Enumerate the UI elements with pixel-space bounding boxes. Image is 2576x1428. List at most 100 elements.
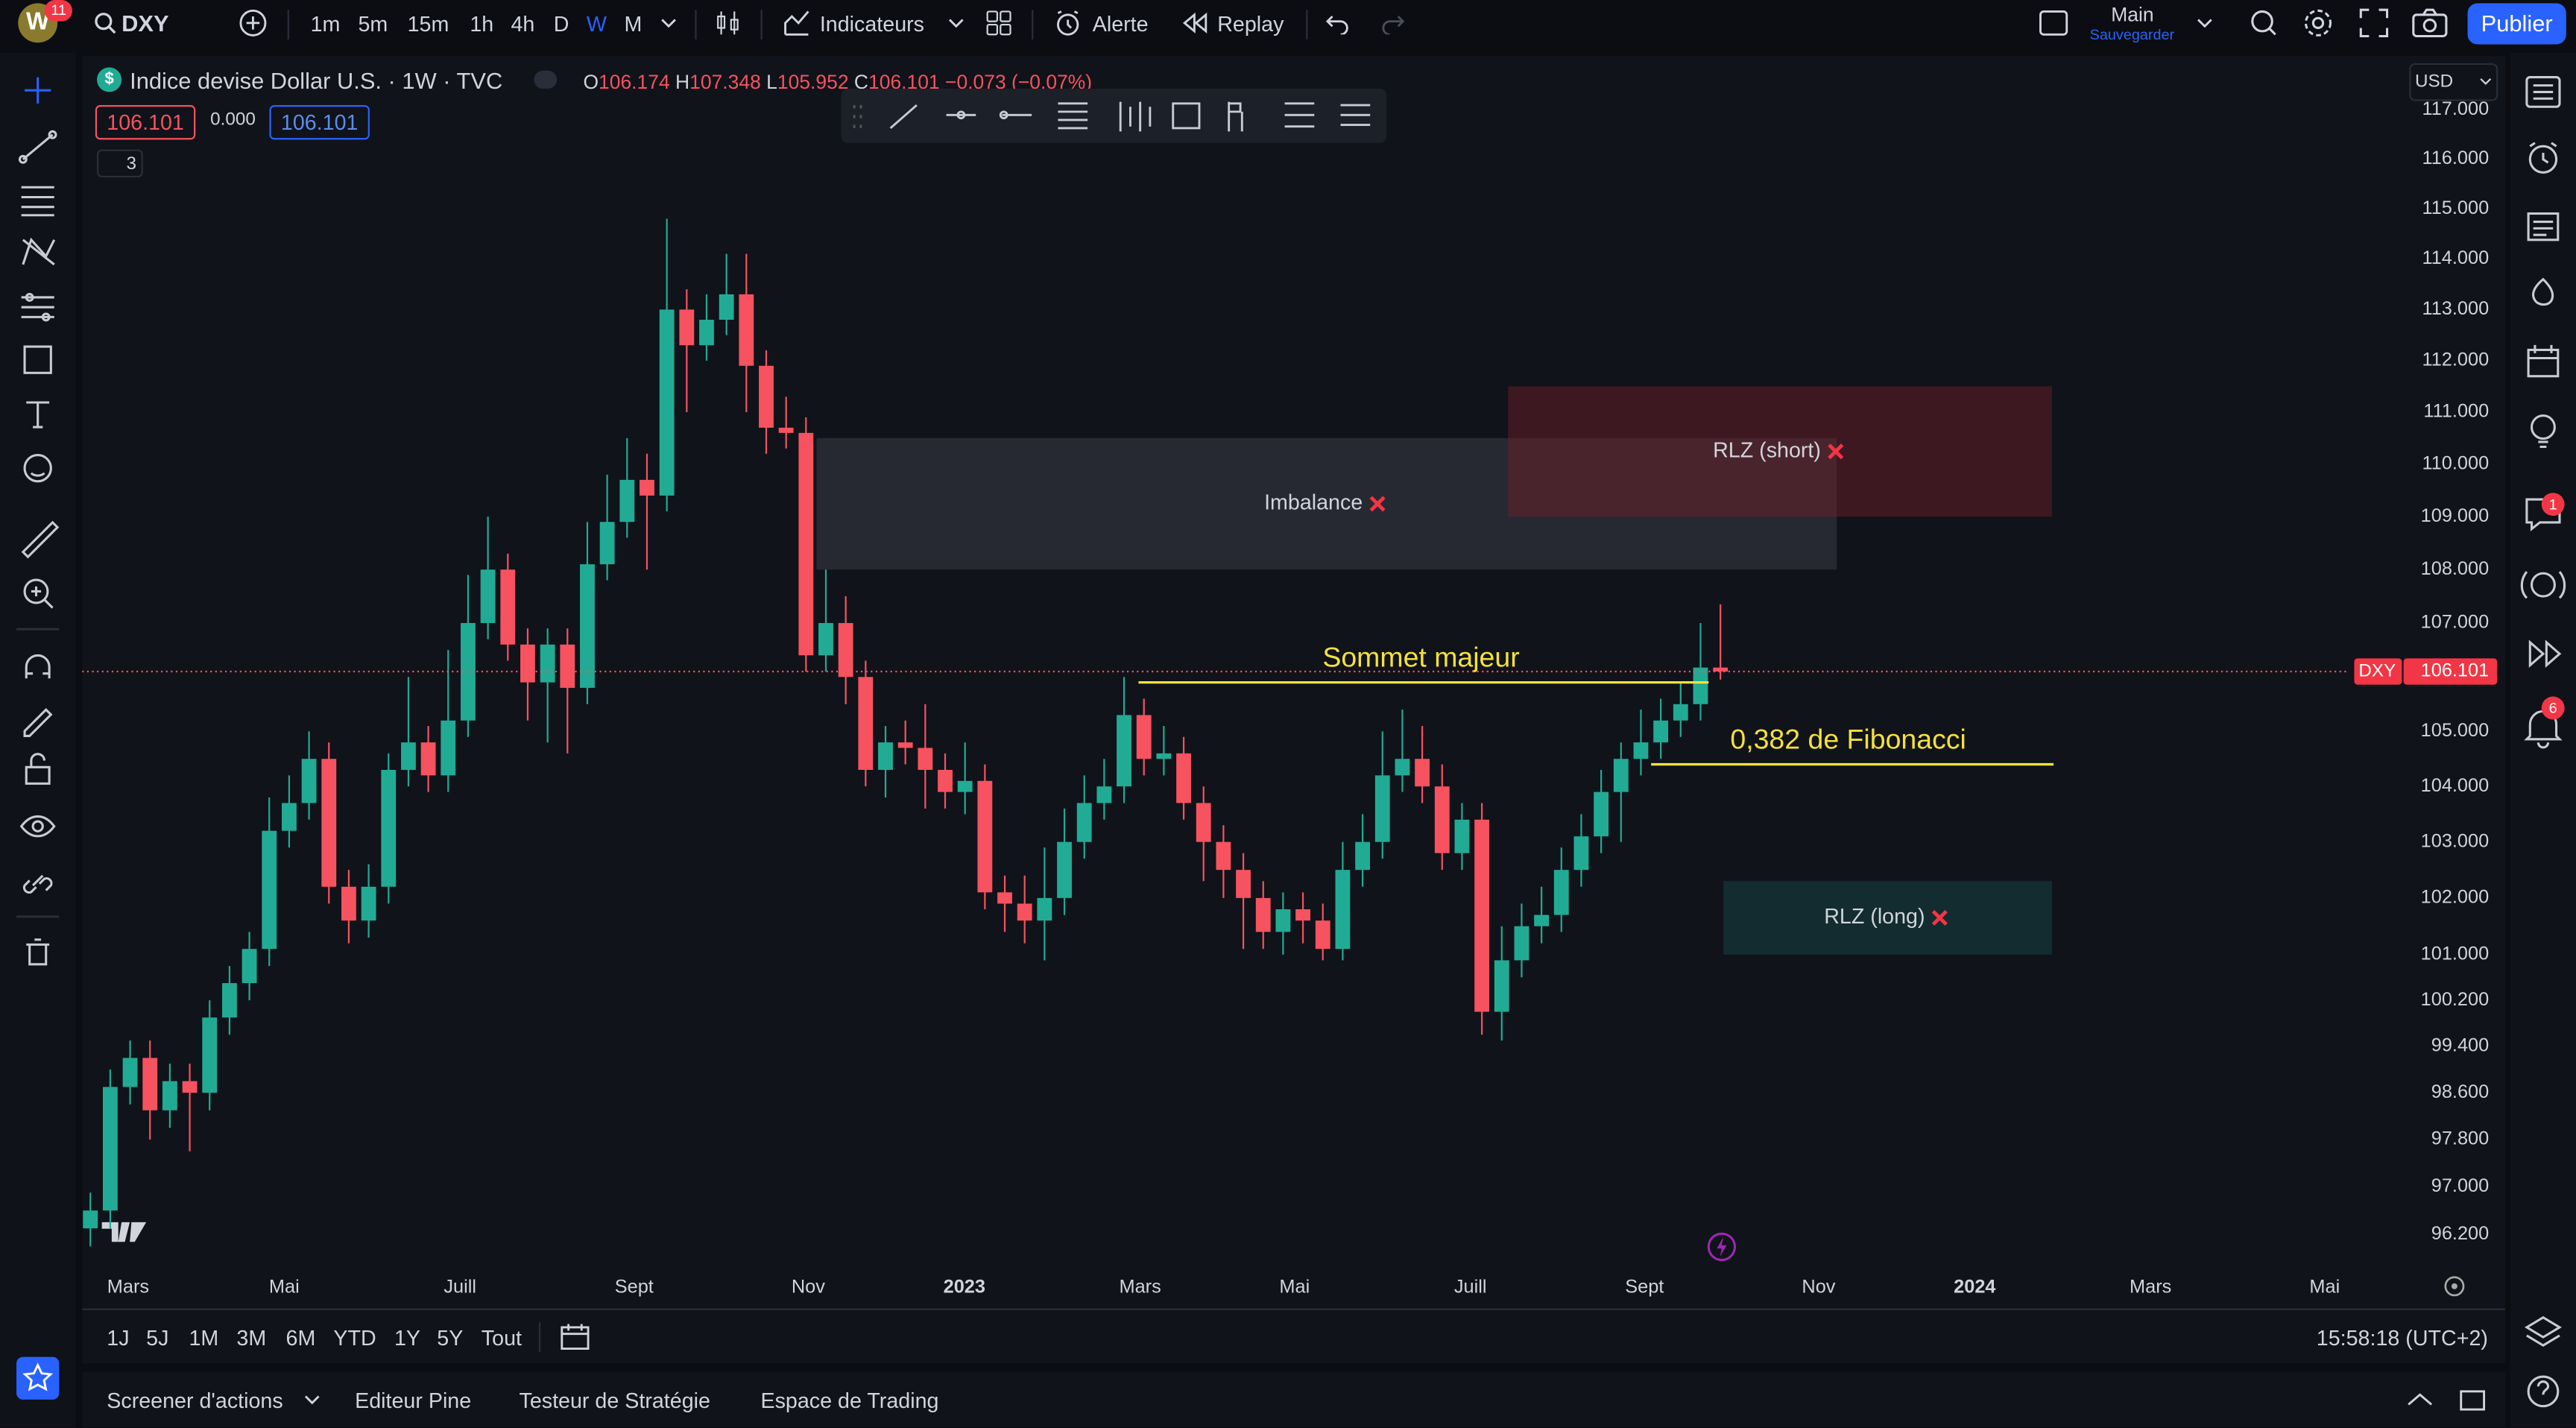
event-icon[interactable] [1707, 1232, 1737, 1262]
interval[interactable]: 1m [310, 11, 341, 37]
interval[interactable]: 15m [407, 11, 449, 37]
symbol-tag [2354, 658, 2402, 685]
interval-active[interactable]: W [586, 11, 607, 37]
footer-tab[interactable]: Testeur de Stratégie [519, 1388, 710, 1413]
range[interactable]: 1J [107, 1325, 130, 1350]
replay[interactable]: Replay [1217, 11, 1284, 37]
candle-body [441, 720, 456, 776]
text-tool[interactable] [26, 401, 50, 429]
pitch-tool[interactable] [1119, 101, 1152, 132]
lock[interactable] [25, 753, 51, 785]
search-icon[interactable] [94, 11, 117, 34]
watchlist-star[interactable] [16, 1356, 60, 1400]
footer-tab[interactable]: Screener d'actions [107, 1388, 283, 1413]
dropdown[interactable] [660, 16, 677, 30]
range[interactable]: 1M [189, 1325, 219, 1350]
more-tool[interactable] [1340, 104, 1371, 126]
candle-body [580, 564, 595, 688]
remove-icon [1369, 496, 1386, 512]
symbol[interactable]: DXY [121, 10, 169, 37]
bid[interactable]: 106.101 [95, 105, 196, 140]
indicators[interactable]: Indicateurs [819, 11, 925, 37]
footer-tab[interactable]: Espace de Trading [760, 1388, 939, 1413]
range[interactable]: 3M [236, 1325, 267, 1350]
crosshair[interactable] [25, 77, 51, 104]
add-symbol[interactable] [239, 8, 268, 38]
prediction-tool[interactable] [21, 292, 54, 322]
range[interactable]: 6M [285, 1325, 316, 1350]
visibility[interactable] [19, 815, 56, 838]
interval[interactable]: M [624, 11, 643, 37]
draw-mode[interactable] [23, 707, 53, 737]
interval[interactable]: 4h [511, 11, 535, 37]
layout-name[interactable]: Main [2111, 3, 2154, 27]
chart-type[interactable] [713, 8, 743, 38]
dropdown[interactable] [948, 16, 965, 30]
trend-line[interactable] [18, 130, 57, 164]
fib-tool[interactable] [21, 186, 54, 217]
range-tool[interactable] [1284, 102, 1315, 128]
hotlists[interactable] [2532, 277, 2554, 306]
layout-icon[interactable] [2039, 10, 2068, 36]
alerts-clock[interactable] [2528, 142, 2558, 174]
watchlist[interactable] [2525, 76, 2561, 108]
interval[interactable]: 5m [358, 11, 388, 37]
news[interactable] [2527, 212, 2560, 241]
candle-body [1355, 841, 1370, 871]
magnet[interactable] [25, 654, 51, 679]
replay-icon[interactable] [1181, 11, 1208, 34]
redo[interactable] [1380, 11, 1406, 35]
settings[interactable] [2302, 7, 2334, 40]
o-label: O [583, 70, 599, 94]
indicators-icon[interactable] [782, 8, 812, 38]
streams[interactable] [2520, 571, 2566, 599]
legend-title[interactable]: Indice devise Dollar U.S. · 1W · TVC [130, 67, 503, 94]
measure-tool[interactable] [21, 520, 60, 559]
x-tick-label: 2023 [944, 1277, 985, 1298]
settings-axis-icon[interactable] [2444, 1276, 2465, 1297]
goto-date[interactable] [561, 1322, 590, 1352]
range[interactable]: Tout [481, 1325, 522, 1350]
footer-tab[interactable]: Editeur Pine [355, 1388, 472, 1413]
indicator-count[interactable]: 3 [97, 149, 143, 178]
shape-tool[interactable] [23, 345, 52, 374]
candle-body [1315, 920, 1330, 950]
help[interactable] [2527, 1375, 2560, 1408]
alert-badge: 6 [2541, 696, 2565, 720]
candle-body [361, 886, 376, 921]
drawing-tools [16, 77, 60, 966]
range[interactable]: 1Y [394, 1325, 421, 1350]
range[interactable]: YTD [333, 1325, 376, 1350]
link[interactable] [22, 874, 53, 894]
range[interactable]: 5J [146, 1325, 169, 1350]
object-tree[interactable] [2524, 1315, 2562, 1347]
fib-tool[interactable] [1058, 102, 1088, 130]
line-tool[interactable] [889, 104, 918, 129]
calendar[interactable] [2527, 344, 2560, 378]
ask[interactable]: 106.101 [269, 105, 370, 140]
panel-controls[interactable] [2405, 1385, 2487, 1415]
snapshot[interactable] [2412, 8, 2448, 38]
alert-icon[interactable] [1053, 8, 1083, 38]
zoom-tool[interactable] [23, 578, 54, 609]
replay-panel[interactable] [2528, 639, 2562, 669]
undo[interactable] [1325, 11, 1351, 35]
dropdown[interactable] [2197, 16, 2213, 30]
pattern-tool[interactable] [22, 237, 56, 266]
fullscreen[interactable] [2359, 8, 2389, 38]
alert[interactable]: Alerte [1092, 11, 1149, 37]
flag-tool[interactable] [1228, 101, 1243, 132]
quick-search[interactable] [2246, 7, 2279, 40]
layouts-icon[interactable] [985, 10, 1011, 36]
interval[interactable]: 1h [470, 11, 494, 37]
publish-button[interactable]: Publier [2467, 3, 2566, 45]
delete[interactable] [26, 938, 50, 966]
range[interactable]: 5Y [437, 1325, 464, 1350]
dropdown[interactable] [304, 1393, 321, 1406]
ideas[interactable] [2530, 414, 2556, 449]
interval[interactable]: D [553, 11, 569, 37]
y-tick-label: 101.000 [2421, 944, 2490, 964]
icon-tool[interactable] [23, 453, 52, 483]
currency-box[interactable] [2409, 63, 2498, 101]
rect-tool[interactable] [1172, 102, 1201, 130]
